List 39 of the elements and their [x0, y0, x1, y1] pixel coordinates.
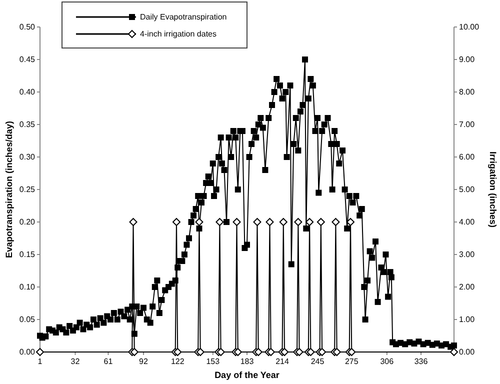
y2-tick-label: 5.00	[459, 185, 476, 194]
legend-label: 4-inch irrigation dates	[140, 30, 216, 39]
y-tick-label: 0.20	[19, 218, 36, 227]
y2-tick-label: 6.00	[459, 152, 476, 162]
y2-tick-label: 8.00	[459, 88, 476, 97]
y-tick-label: 0.40	[19, 88, 36, 97]
y-tick-label: 0.45	[19, 55, 36, 64]
y-tick-label: 0.25	[19, 185, 36, 194]
y-tick-label: 0.30	[19, 152, 36, 162]
x-tick-label: 1	[38, 357, 43, 366]
x-tick-label: 336	[414, 357, 428, 366]
x-tick-label: 153	[206, 357, 220, 366]
y-tick-label: 0.15	[19, 250, 36, 260]
x-tick-label: 32	[70, 357, 80, 366]
x-tick-label: 306	[380, 357, 394, 366]
y-tick-label: 0.35	[19, 120, 36, 130]
x-tick-label: 122	[170, 357, 185, 366]
legend-label: Daily Evapotranspiration	[140, 12, 227, 22]
y-tick-label: 0.05	[19, 315, 36, 324]
y2-tick-label: 4.00	[459, 218, 476, 227]
x-tick-label: 183	[240, 357, 254, 366]
y2-axis-title: Irrigation (inches)	[488, 151, 498, 228]
y2-tick-label: 3.00	[459, 250, 476, 260]
y2-tick-label: 0.00	[459, 348, 476, 357]
y2-tick-label: 10.00	[459, 22, 480, 32]
y-axis-title: Evapotranspiration (inches/day)	[4, 120, 14, 258]
y2-tick-label: 9.00	[459, 55, 476, 64]
y-tick-label: 0.10	[19, 282, 36, 292]
y-tick-label: 0.50	[19, 22, 36, 32]
y2-tick-label: 7.00	[459, 120, 476, 130]
x-tick-label: 214	[276, 357, 290, 366]
x-tick-label: 275	[344, 357, 359, 366]
y-tick-label: 0.00	[19, 348, 36, 357]
x-axis-title: Day of the Year	[214, 370, 280, 380]
x-tick-label: 245	[310, 357, 325, 366]
x-tick-label: 92	[139, 357, 148, 366]
y2-tick-label: 2.00	[459, 282, 476, 292]
y2-tick-label: 1.00	[459, 315, 476, 324]
x-tick-label: 61	[104, 357, 114, 366]
